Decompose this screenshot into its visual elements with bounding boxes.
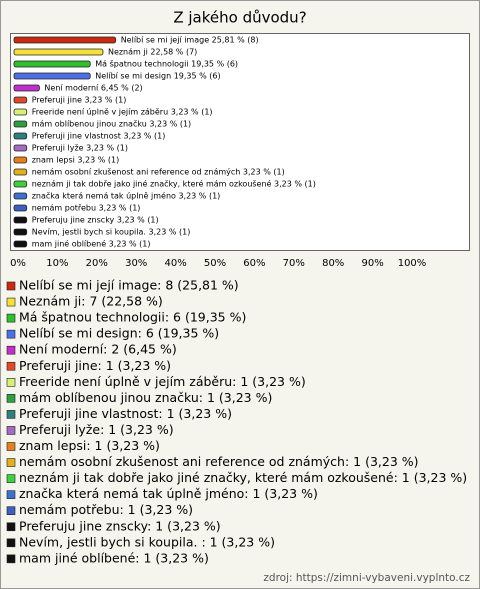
legend-label: Není moderní: 2 (6,45 %): [19, 342, 177, 357]
data-label: Preferuji jine 3,23 % (1): [32, 96, 127, 105]
plot-area: [10, 33, 470, 251]
legend-label: Preferuju jine znscky: 1 (3,23 %): [19, 518, 221, 533]
bar: [13, 96, 28, 104]
x-tick-label: 40%: [164, 258, 186, 269]
x-tick-label: 30%: [125, 258, 147, 269]
data-label: neznám ji tak dobře jako jiné značky, kt…: [32, 179, 316, 189]
legend-label: Neznám ji: 7 (22,58 %): [19, 294, 163, 309]
legend-label: Nevím, jestli bych si koupila. : 1 (3,23…: [19, 534, 275, 549]
x-tick-label: 20%: [86, 258, 108, 269]
legend-label: nemám potřebu: 1 (3,23 %): [19, 502, 193, 517]
data-label: Nevím, jestli bych si koupila. 3,23 % (1…: [32, 228, 191, 237]
legend-swatch: [6, 345, 16, 355]
legend-swatch: [6, 426, 16, 435]
legend-swatch: [6, 538, 16, 548]
x-tick-label: 70%: [283, 258, 305, 269]
legend-label: Má špatnou technologii: 6 (19,35 %): [19, 310, 246, 325]
bar: [13, 180, 28, 188]
bar: [13, 132, 28, 140]
bar: [13, 216, 28, 224]
legend-label: Nelíbí se mi její image: 8 (25,81 %): [19, 278, 239, 293]
legend-swatch: [6, 313, 16, 323]
legend-label: neznám ji tak dobře jako jiné značky, kt…: [19, 470, 467, 485]
legend-label: nemám osobní zkušenost ani reference od …: [19, 454, 419, 469]
legend-swatch: [6, 329, 16, 339]
data-label: Freeride není úplně v jejím záběru 3,23 …: [32, 108, 213, 117]
legend-label: Preferuji lyže: 1 (3,23 %): [19, 422, 174, 437]
bar: [13, 120, 28, 128]
bar: [13, 72, 91, 80]
legend-label: Nelíbí se mi design: 6 (19,35 %): [19, 326, 219, 341]
legend-swatch: [6, 394, 16, 403]
legend-swatch: [6, 506, 16, 516]
chart-title: Z jakého důvodu?: [173, 9, 306, 27]
x-tick-label: 100%: [398, 258, 427, 269]
data-label: Má špatnou technologii 19,35 % (6): [95, 59, 238, 69]
x-tick-label: 10%: [46, 258, 68, 269]
bar: [13, 84, 40, 92]
legend-label: mám oblíbenou jinou značku: 1 (3,23 %): [19, 390, 272, 405]
bar: [13, 60, 91, 68]
legend-swatch: [6, 490, 16, 499]
data-label: mam jiné oblíbené 3,23 % (1): [32, 239, 151, 249]
data-label: znam lepsi 3,23 % (1): [32, 156, 120, 165]
legend-swatch: [6, 474, 16, 483]
data-label: nemám potřebu 3,23 % (1): [32, 204, 141, 213]
legend-swatch: [6, 281, 16, 291]
bar: [13, 144, 28, 152]
bar: [13, 228, 28, 236]
data-label: Preferuju jine znscky 3,23 % (1): [32, 216, 159, 225]
legend-label: mam jiné oblíbené: 1 (3,23 %): [19, 550, 209, 565]
bar: [13, 156, 28, 164]
legend-swatch: [6, 442, 16, 451]
data-label: značka která nemá tak úplně jméno 3,23 %…: [32, 191, 221, 201]
bar: [13, 192, 28, 200]
data-label: Preferuji jine vlastnost 3,23 % (1): [32, 132, 166, 141]
legend-swatch: [6, 554, 16, 564]
x-tick-label: 60%: [243, 258, 265, 269]
bar: [13, 168, 28, 176]
legend-label: Preferuji jine vlastnost: 1 (3,23 %): [19, 406, 232, 421]
legend-label: Preferuji jine: 1 (3,23 %): [19, 358, 171, 373]
bar: [13, 48, 104, 56]
bar: [13, 36, 117, 44]
legend-swatch: [6, 361, 16, 371]
legend-swatch: [6, 377, 16, 387]
data-label: Není moderní 6,45 % (2): [44, 84, 142, 93]
data-label: Nelíbí se mi její image 25,81 % (8): [121, 36, 259, 45]
data-label: Preferuji lyže 3,23 % (1): [32, 144, 128, 153]
x-tick-label: 90%: [361, 258, 383, 269]
legend-label: Freeride není úplně v jejím záběru: 1 (3…: [19, 374, 306, 389]
bar: [13, 108, 28, 116]
source: zdroj: https://zimni-vybaveni.vyplnto.cz: [263, 572, 470, 584]
data-label: Nelíbí se mi design 19,35 % (6): [95, 72, 220, 81]
legend-swatch: [6, 458, 16, 467]
data-label: Neznám ji 22,58 % (7): [108, 48, 197, 57]
bar: [13, 240, 28, 248]
x-tick-label: 0%: [10, 258, 26, 269]
legend-swatch: [6, 522, 16, 532]
data-label: nemám osobní zkušenost ani reference od …: [32, 167, 285, 177]
data-label: mám oblíbenou jinou značku 3,23 % (1): [32, 119, 191, 129]
legend-label: znam lepsi: 1 (3,23 %): [19, 438, 160, 453]
x-tick-label: 50%: [204, 258, 226, 269]
legend-swatch: [6, 410, 16, 419]
x-tick-label: 80%: [322, 258, 344, 269]
bar: [13, 204, 28, 212]
legend-swatch: [6, 297, 16, 307]
legend-label: značka která nemá tak úplně jméno: 1 (3,…: [19, 486, 318, 501]
